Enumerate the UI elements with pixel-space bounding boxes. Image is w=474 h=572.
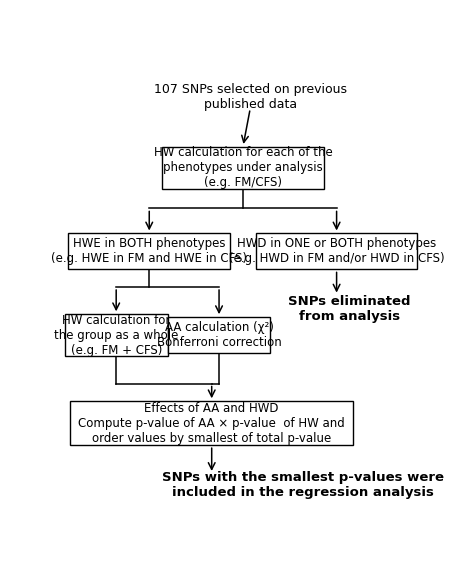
- FancyBboxPatch shape: [256, 233, 418, 269]
- Text: SNPs eliminated
from analysis: SNPs eliminated from analysis: [288, 295, 410, 323]
- FancyBboxPatch shape: [65, 314, 168, 356]
- FancyBboxPatch shape: [168, 317, 271, 353]
- Text: HWE in BOTH phenotypes
(e.g. HWE in FM and HWE in CFS): HWE in BOTH phenotypes (e.g. HWE in FM a…: [51, 237, 247, 265]
- Text: AA calculation (χ²)
Bonferroni correction: AA calculation (χ²) Bonferroni correctio…: [157, 321, 282, 349]
- Text: HW calculation for each of the
phenotypes under analysis
(e.g. FM/CFS): HW calculation for each of the phenotype…: [154, 146, 332, 189]
- FancyBboxPatch shape: [162, 147, 324, 189]
- Text: SNPs with the smallest p-values were
included in the regression analysis: SNPs with the smallest p-values were inc…: [162, 471, 444, 499]
- FancyBboxPatch shape: [70, 401, 353, 445]
- Text: Effects of AA and HWD
Compute p-value of AA × p-value  of HW and
order values by: Effects of AA and HWD Compute p-value of…: [78, 402, 345, 444]
- Text: HW calculation for
the group as a whole
(e.g. FM + CFS): HW calculation for the group as a whole …: [54, 313, 178, 356]
- Text: HWD in ONE or BOTH phenotypes
(e.g. HWD in FM and/or HWD in CFS): HWD in ONE or BOTH phenotypes (e.g. HWD …: [229, 237, 445, 265]
- FancyBboxPatch shape: [68, 233, 230, 269]
- Text: 107 SNPs selected on previous
published data: 107 SNPs selected on previous published …: [154, 84, 347, 112]
